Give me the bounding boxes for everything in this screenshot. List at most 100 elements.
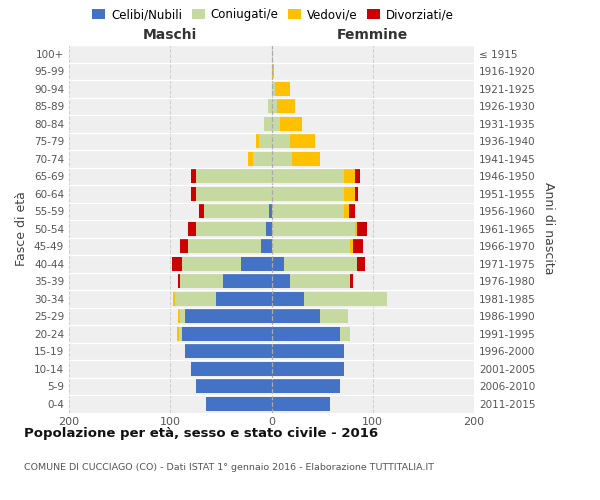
Bar xyxy=(178,326,271,341)
Bar xyxy=(271,99,295,114)
Bar xyxy=(271,326,350,341)
Bar xyxy=(271,82,290,96)
Bar xyxy=(271,169,359,184)
Bar xyxy=(271,239,353,254)
Bar xyxy=(271,292,387,306)
Bar xyxy=(203,204,271,218)
Bar xyxy=(271,239,362,254)
Bar xyxy=(271,82,275,96)
Bar xyxy=(271,186,355,201)
Bar xyxy=(248,152,271,166)
Bar xyxy=(191,362,271,376)
Bar xyxy=(271,152,320,166)
Bar xyxy=(271,239,350,254)
Bar xyxy=(271,204,344,218)
Bar xyxy=(271,99,277,114)
Bar xyxy=(271,362,344,376)
Bar xyxy=(271,344,344,358)
Bar xyxy=(188,222,271,236)
Bar xyxy=(181,309,271,324)
Bar xyxy=(185,344,271,358)
Bar xyxy=(206,396,271,411)
Text: Femmine: Femmine xyxy=(337,28,409,42)
Bar xyxy=(271,274,350,288)
Bar xyxy=(271,379,340,394)
Bar xyxy=(196,222,271,236)
Bar xyxy=(179,326,271,341)
Bar xyxy=(271,134,315,148)
Bar xyxy=(271,99,295,114)
Bar xyxy=(191,362,271,376)
Bar xyxy=(271,344,344,358)
Bar xyxy=(271,379,340,394)
Bar xyxy=(259,134,271,148)
Bar xyxy=(265,116,271,131)
Bar xyxy=(196,186,271,201)
Text: Popolazione per età, sesso e stato civile - 2016: Popolazione per età, sesso e stato civil… xyxy=(24,428,378,440)
Bar xyxy=(268,99,271,114)
Legend: Celibi/Nubili, Coniugati/e, Vedovi/e, Divorziati/e: Celibi/Nubili, Coniugati/e, Vedovi/e, Di… xyxy=(88,4,458,26)
Bar xyxy=(271,222,367,236)
Bar xyxy=(256,134,271,148)
Bar xyxy=(271,186,344,201)
Bar xyxy=(173,292,271,306)
Bar xyxy=(256,134,271,148)
Bar xyxy=(196,379,271,394)
Bar xyxy=(265,116,271,131)
Bar xyxy=(271,344,344,358)
Bar xyxy=(185,309,271,324)
Bar xyxy=(199,204,271,218)
Bar xyxy=(271,396,330,411)
Bar xyxy=(178,309,271,324)
Bar xyxy=(271,292,304,306)
Bar xyxy=(203,204,271,218)
Bar xyxy=(185,344,271,358)
Bar xyxy=(271,292,387,306)
Bar xyxy=(271,204,349,218)
Bar xyxy=(196,222,271,236)
Bar xyxy=(173,292,271,306)
Bar xyxy=(271,116,302,131)
Bar xyxy=(271,379,340,394)
Bar xyxy=(182,326,271,341)
Bar xyxy=(178,309,271,324)
Bar xyxy=(196,186,271,201)
Bar xyxy=(271,64,274,78)
Bar xyxy=(206,396,271,411)
Bar xyxy=(196,379,271,394)
Bar xyxy=(271,309,349,324)
Bar xyxy=(271,134,290,148)
Bar xyxy=(253,152,271,166)
Bar xyxy=(188,239,271,254)
Bar xyxy=(271,326,340,341)
Bar xyxy=(271,116,302,131)
Bar xyxy=(196,169,271,184)
Text: COMUNE DI CUCCIAGO (CO) - Dati ISTAT 1° gennaio 2016 - Elaborazione TUTTITALIA.I: COMUNE DI CUCCIAGO (CO) - Dati ISTAT 1° … xyxy=(24,462,434,471)
Bar xyxy=(181,274,271,288)
Bar xyxy=(181,239,271,254)
Bar xyxy=(271,204,355,218)
Bar xyxy=(271,344,344,358)
Bar xyxy=(223,274,271,288)
Bar xyxy=(271,362,344,376)
Bar xyxy=(196,379,271,394)
Bar xyxy=(271,152,292,166)
Text: Maschi: Maschi xyxy=(143,28,197,42)
Bar xyxy=(191,362,271,376)
Y-axis label: Fasce di età: Fasce di età xyxy=(16,192,28,266)
Bar xyxy=(271,152,320,166)
Bar xyxy=(271,326,350,341)
Bar xyxy=(191,169,271,184)
Bar xyxy=(266,222,271,236)
Bar xyxy=(271,256,356,271)
Bar xyxy=(188,239,271,254)
Bar xyxy=(216,292,271,306)
Bar xyxy=(185,344,271,358)
Bar xyxy=(178,326,271,341)
Bar xyxy=(271,274,350,288)
Bar xyxy=(271,186,358,201)
Bar xyxy=(271,169,344,184)
Bar xyxy=(271,256,356,271)
Bar xyxy=(196,169,271,184)
Bar xyxy=(265,116,271,131)
